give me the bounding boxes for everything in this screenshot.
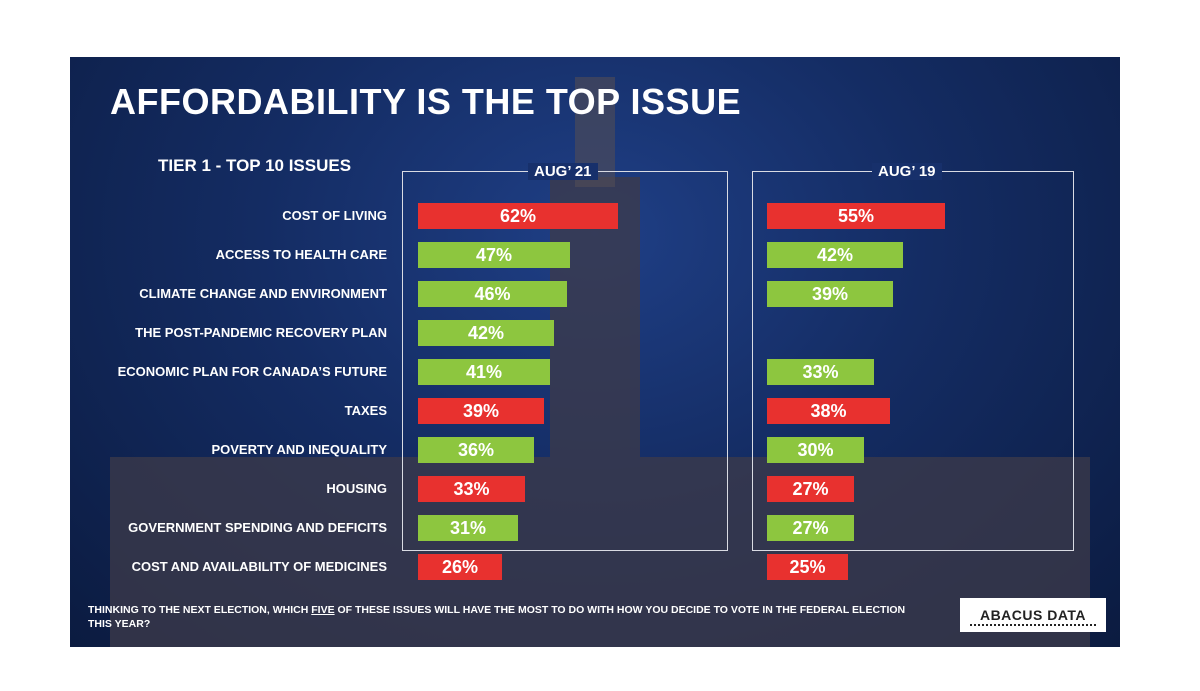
bar-aug21: 31% — [418, 515, 518, 541]
abacus-data-logo: ABACUS DATA — [960, 598, 1106, 632]
bar-aug21: 42% — [418, 320, 554, 346]
category-label: ECONOMIC PLAN FOR CANADA’S FUTURE — [117, 364, 387, 379]
bar-value-label: 27% — [792, 478, 829, 499]
category-label: POVERTY AND INEQUALITY — [211, 442, 387, 457]
question-emphasis: FIVE — [311, 604, 335, 616]
bar-value-label: 42% — [467, 322, 505, 343]
bar-aug21: 62% — [418, 203, 618, 229]
bar-aug21: 36% — [418, 437, 534, 463]
chart-subtitle: TIER 1 - TOP 10 ISSUES — [158, 156, 352, 175]
bar-aug21: 41% — [418, 359, 550, 385]
category-label: ACCESS TO HEALTH CARE — [215, 247, 387, 262]
bar-aug19: 27% — [767, 476, 854, 502]
aug19-column-header: AUG’ 19 — [872, 163, 942, 180]
category-label: GOVERNMENT SPENDING AND DEFICITS — [128, 520, 387, 535]
bar-value-label: 27% — [792, 517, 829, 538]
bar-value-label: 39% — [811, 283, 849, 304]
bar-aug21: 33% — [418, 476, 525, 502]
bar-value-label: 38% — [810, 400, 847, 421]
bar-value-label: 47% — [475, 244, 513, 265]
survey-question: THINKING TO THE NEXT ELECTION, WHICH FIV… — [88, 603, 908, 631]
chart-title: AFFORDABILITY IS THE TOP ISSUE — [110, 81, 742, 122]
bar-value-label: 31% — [449, 517, 487, 538]
bar-value-label: 39% — [462, 400, 500, 421]
category-label: COST OF LIVING — [282, 208, 387, 223]
bar-value-label: 46% — [474, 283, 511, 304]
bar-value-label: 41% — [465, 361, 503, 382]
bar-value-label: 33% — [453, 478, 490, 499]
category-label: TAXES — [344, 403, 387, 418]
slide: AFFORDABILITY IS THE TOP ISSUE TIER 1 - … — [70, 57, 1120, 647]
bar-aug19: 33% — [767, 359, 874, 385]
bar-value-label: 62% — [499, 205, 537, 226]
logo-underline — [970, 624, 1096, 629]
bar-aug21: 39% — [418, 398, 544, 424]
bar-value-label: 55% — [837, 205, 875, 226]
bar-aug21: 26% — [418, 554, 502, 580]
bar-value-label: 33% — [802, 361, 839, 382]
bar-aug19: 38% — [767, 398, 890, 424]
bar-aug19: 27% — [767, 515, 854, 541]
aug21-column-header: AUG’ 21 — [528, 163, 598, 180]
bar-aug19: 55% — [767, 203, 945, 229]
bar-value-label: 36% — [457, 439, 495, 460]
question-text-part1: THINKING TO THE NEXT ELECTION, WHICH — [88, 604, 312, 616]
bar-aug19: 39% — [767, 281, 893, 307]
bar-aug19: 25% — [767, 554, 848, 580]
bar-aug21: 46% — [418, 281, 567, 307]
bar-aug19: 30% — [767, 437, 864, 463]
question-text-part2: OF THESE ISSUES WILL HAVE THE MOST TO DO… — [88, 604, 906, 630]
bar-aug19: 42% — [767, 242, 903, 268]
logo-text: ABACUS DATA — [979, 607, 1087, 623]
category-label: CLIMATE CHANGE AND ENVIRONMENT — [139, 286, 387, 301]
bar-value-label: 25% — [789, 556, 826, 577]
bar-value-label: 42% — [816, 244, 854, 265]
category-label: THE POST-PANDEMIC RECOVERY PLAN — [135, 325, 387, 340]
bar-value-label: 30% — [797, 439, 834, 460]
category-label: COST AND AVAILABILITY OF MEDICINES — [131, 559, 387, 574]
bar-value-label: 26% — [441, 556, 479, 577]
bar-aug21: 47% — [418, 242, 570, 268]
category-label: HOUSING — [326, 481, 387, 496]
